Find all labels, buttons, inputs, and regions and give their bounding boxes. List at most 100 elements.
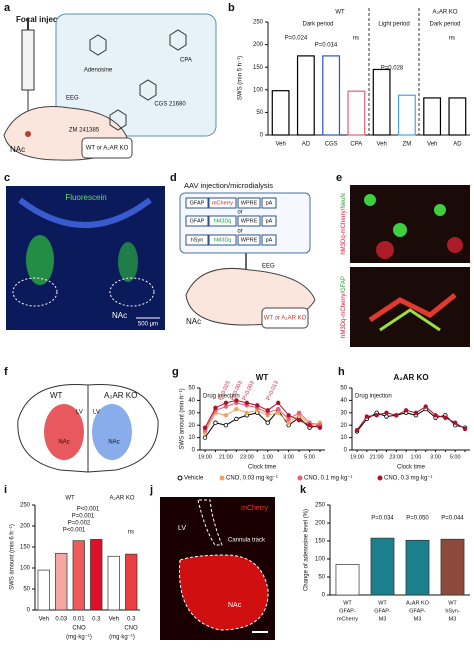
x-tick-label: 3:00 [430,454,441,460]
panel-label: d [170,172,177,184]
legend-label: CNO, 0.3 mg·kg⁻¹ [384,476,433,482]
annotation: Drug injection [355,394,392,400]
construct-label: hSyn [191,237,204,243]
x-tick-label: GFAP- [409,608,426,614]
x-axis-label: Clock time [248,465,277,471]
point [234,416,239,422]
x-tick-label: 0.01 [73,617,85,623]
legend-marker [219,475,225,481]
ventricle-label: LV [93,410,100,416]
annotation: Light period [378,22,409,28]
y-tick-label: 200 [315,521,326,527]
inset-box [55,13,217,137]
x-axis-label: Clock time [397,465,426,471]
genotype-box [261,307,309,329]
point [354,427,360,433]
genotype: WT or A₂AR KO [86,146,129,152]
point [244,400,250,406]
bar [335,564,360,596]
region-label: NAc [58,440,69,446]
genotype: A₂AR KO [104,391,137,400]
region-label: NAc [10,145,25,154]
point [265,420,270,425]
point [443,415,448,420]
x-tick-label: WT [343,600,352,606]
bar [440,538,465,596]
x-tick-label: 0.3 [127,617,136,623]
construct-element [261,215,277,227]
annotation: Dark period [429,22,460,28]
genotype-box [81,137,133,159]
annotation: P<0.001 [77,507,100,513]
series-line [204,402,321,431]
annotation: (mg·kg⁻¹) [66,635,92,641]
y-tick-label: 10 [188,435,195,441]
bar [405,539,430,596]
construct-element [237,197,261,209]
x-tick-label: M3 [449,616,457,622]
annotation: CNO [72,626,86,632]
molecule [169,29,187,51]
panel-f: f WT A₂AR KO LV LV NAc NAc [4,366,159,473]
bar [296,55,315,136]
x-tick-label: WT [378,600,387,606]
x-tick-label: 23:00 [389,454,403,460]
y-tick-label: 30 [340,410,347,416]
bar [90,539,103,611]
y-tick-label: 30 [188,410,195,416]
point [423,404,428,409]
bar [397,94,416,136]
y-tick-label: 50 [188,386,195,392]
annotation: Drug injection [203,394,240,400]
construct-element [208,197,237,209]
point [213,405,218,411]
annotation: P=0.014 [315,43,338,49]
y-tick-label: 150 [20,545,31,551]
construct-label: WPRE [241,237,258,243]
point [213,420,218,425]
cell [434,204,446,216]
x-tick-label: 21:00 [370,454,384,460]
x-tick-label: CGS [325,142,338,148]
legend-label: CNO, 0.03 mg·kg⁻¹ [226,476,278,482]
y-tick-label: 0 [344,448,348,454]
bar [107,555,120,611]
panel-label: a [4,2,11,14]
x-tick-label: A₂AR KO [406,600,430,606]
bar [448,97,467,136]
y-tick-label: 50 [23,587,30,593]
y-axis-label: SWS amount (min 6 h⁻¹) [10,524,16,590]
annotation: ns [128,530,134,536]
bar [125,553,138,611]
nac-area [179,554,269,631]
construct-label: pA [266,237,273,243]
y-axis-label: SWS amount (min·h⁻¹) [180,388,186,449]
y-tick-label: 250 [253,20,264,26]
panel-a: a Focal injection Adenosine CPA CGS 2168… [3,2,217,161]
annotation: P=0.001 [72,514,95,520]
dye-spread [118,242,138,282]
y-tick-label: 100 [253,87,264,93]
annotation: P=0.034 [371,516,394,522]
point [234,406,239,412]
bar [423,97,442,136]
bar [55,552,68,611]
cell [364,194,376,206]
bar [37,569,50,611]
x-tick-label: 5:00 [450,454,461,460]
compound: Adenosine [84,68,113,74]
construct-element [185,234,209,246]
point [265,408,270,413]
x-tick-label: Veh [376,142,386,148]
nac-outline [12,277,58,307]
region-label: NAc [112,311,127,320]
syringe [21,29,35,91]
astrocyte [368,293,457,323]
stain-label: mCherry [241,505,268,512]
compound: ZM 241385 [69,128,100,134]
chart-title: A₂AR KO [393,373,428,382]
cell [393,223,407,237]
x-tick-label: 0.3 [92,617,101,623]
bar [372,68,391,136]
